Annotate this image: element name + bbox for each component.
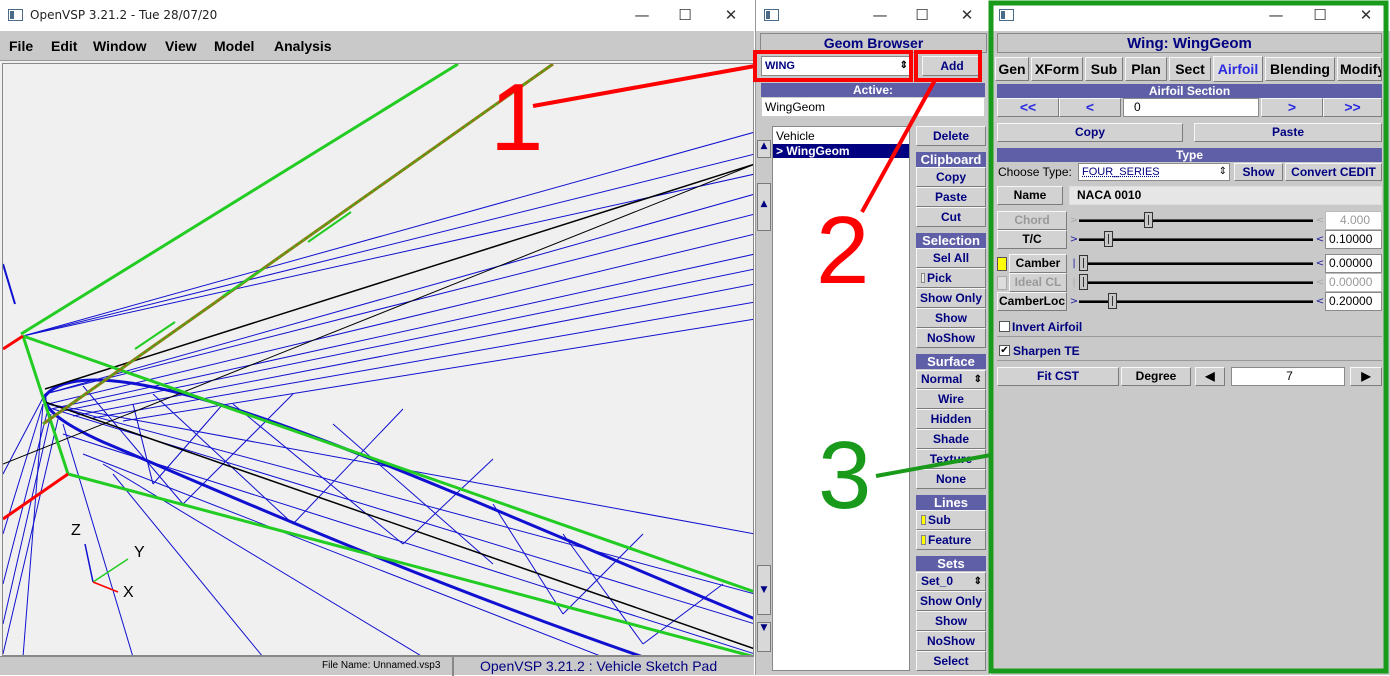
highlight-box-3 — [991, 3, 1386, 671]
highlight-box-2 — [916, 52, 980, 80]
highlight-box-1 — [755, 52, 911, 80]
annotation-2: 2 — [816, 203, 869, 299]
annotation-1: 1 — [490, 70, 543, 166]
pointer-line-1 — [533, 66, 755, 106]
annotation-3: 3 — [818, 428, 871, 524]
pointer-line-3 — [876, 455, 991, 476]
pointer-line-2 — [862, 80, 935, 212]
